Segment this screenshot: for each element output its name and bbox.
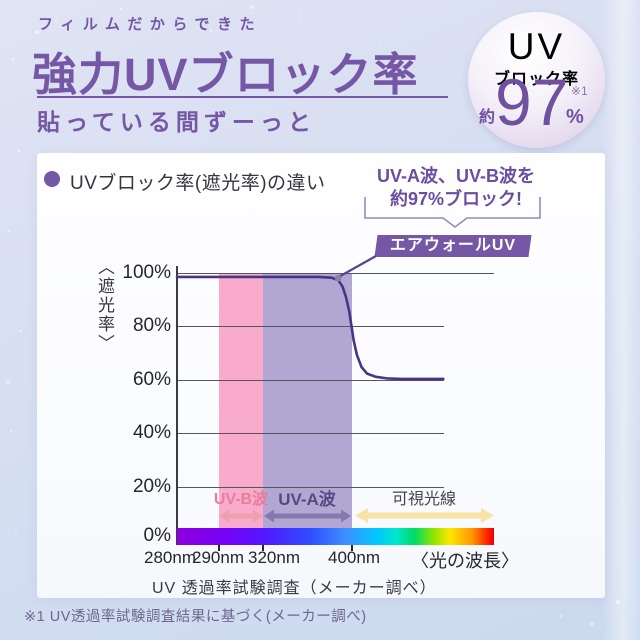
callout-line1: UV-A波、UV-B波を: [376, 166, 535, 186]
badge-uv-text: UV: [507, 26, 566, 67]
chart-caption: UV 透過率試験調査（メーカー調べ）: [152, 580, 437, 597]
uv-block-badge: [468, 12, 605, 148]
panel-heading: UVブロック率(遮光率)の違い: [70, 173, 326, 194]
x-tick-mark-320: [262, 545, 264, 551]
x-tick-400nm: 400nm: [328, 548, 380, 567]
badge-approx: 約: [479, 109, 496, 126]
callout-bracket-icon: [364, 197, 541, 228]
badge-percent-sign: %: [566, 106, 584, 128]
x-tick-mark-290: [218, 545, 220, 551]
uva-range-arrow-icon: [264, 509, 351, 523]
y-axis-label: 〈遮光率〉: [95, 258, 114, 353]
uvb-band: [219, 274, 263, 528]
footnote: ※1 UV透過率試験調査結果に基づく(メーカー調べ): [24, 609, 367, 625]
y-tick-0: 0%: [143, 525, 171, 546]
uva-range-label: UV-A波: [278, 490, 336, 509]
page-title: 強力UVブロック率: [32, 49, 419, 100]
x-axis-label: 〈光の波長〉: [411, 551, 519, 571]
subtitle: 貼っている間ずーっと: [37, 109, 316, 135]
bullet-icon: [44, 171, 60, 187]
callout-line2: 約97%ブロック!: [389, 189, 523, 209]
badge-note-ref: ※1: [571, 84, 588, 98]
uvb-range-label: UV-B波: [213, 491, 269, 508]
uvb-range-arrow-icon: [219, 509, 263, 523]
spectrum-bar: [177, 528, 494, 545]
y-tick-40: 40%: [132, 422, 171, 443]
badge-value: 97: [495, 65, 569, 139]
y-tick-100: 100%: [122, 262, 171, 283]
title-underline: [37, 96, 448, 98]
x-tick-mark-400: [351, 545, 353, 551]
gridline-80: [177, 326, 444, 327]
visible-light-arrow-icon: [355, 508, 494, 523]
y-tick-80: 80%: [132, 315, 171, 336]
y-tick-60: 60%: [132, 369, 171, 390]
callout-text: UV-A波、UV-B波を 約97%ブロック!: [358, 165, 554, 211]
gridline-100: [177, 273, 494, 274]
badge-label: ブロック率: [493, 71, 579, 88]
gridline-60: [177, 380, 444, 381]
gridline-40: [177, 433, 444, 434]
product-label: エアウォールUV: [389, 237, 517, 254]
y-axis-line: [176, 266, 178, 545]
x-tick-280nm: 280nm: [144, 548, 196, 567]
y-tick-20: 20%: [132, 476, 171, 497]
visible-light-label: 可視光線: [391, 491, 456, 508]
gridline-20: [177, 487, 444, 488]
tagline: フィルムだからできた: [38, 16, 262, 33]
x-tick-320nm: 320nm: [248, 548, 300, 567]
x-tick-290nm: 290nm: [192, 548, 244, 567]
sparkle-dots-large: [0, 0, 4, 4]
